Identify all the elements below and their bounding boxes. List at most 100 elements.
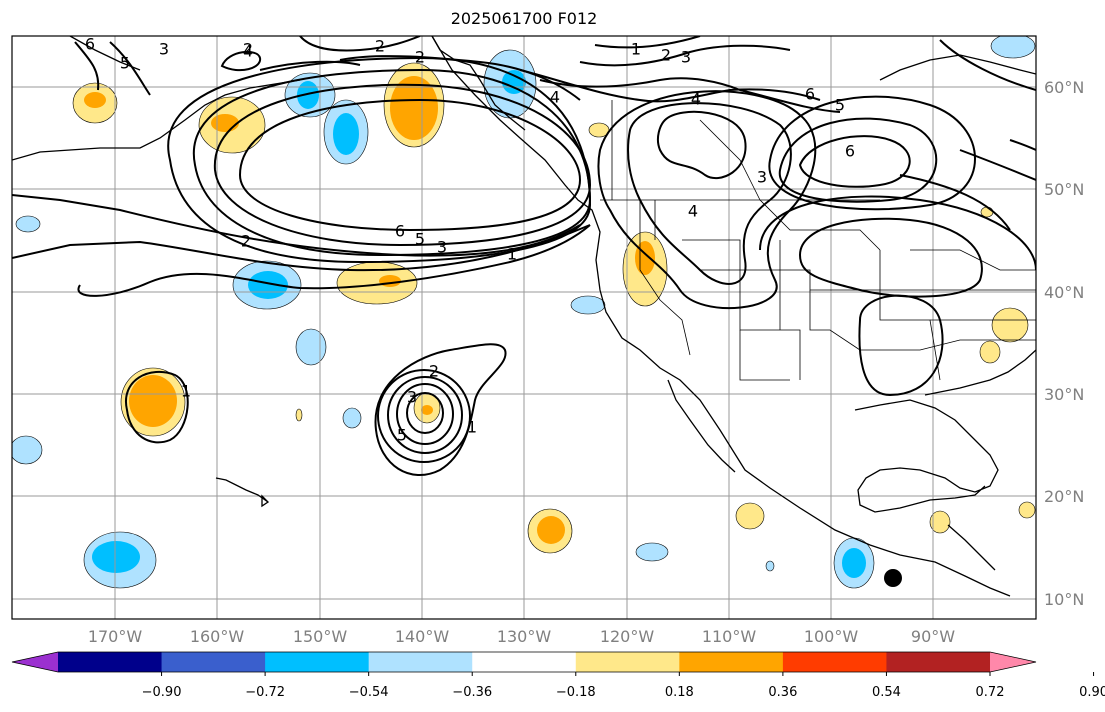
negative-anomaly xyxy=(570,295,606,315)
contour-label: 2 xyxy=(661,46,671,65)
colorbar-segment xyxy=(782,652,887,672)
positive-anomaly-core xyxy=(421,405,433,415)
colorbar xyxy=(11,651,1037,673)
colorbar-segment xyxy=(575,652,680,672)
colorbar-segment xyxy=(886,652,991,672)
contour-label: 2 xyxy=(429,362,439,381)
colorbar-segment xyxy=(472,652,577,672)
positive-anomaly xyxy=(1018,501,1036,519)
contour-label: 1 xyxy=(467,418,477,437)
contour-label: 4 xyxy=(243,42,253,61)
positive-anomaly xyxy=(929,510,951,534)
negative-anomaly xyxy=(15,215,41,233)
colorbar-tick-label: −0.54 xyxy=(349,685,389,700)
contour-label: 2 xyxy=(243,40,253,59)
lon-label: 120°W xyxy=(600,627,655,646)
contour-label: 3 xyxy=(757,168,767,187)
contour-label: 6 xyxy=(395,222,405,241)
contour-label: 4 xyxy=(691,90,701,109)
location-marker xyxy=(884,569,902,587)
colorbar-tick-label: −0.90 xyxy=(142,685,182,700)
positive-anomaly xyxy=(979,340,1001,364)
lat-label: 20°N xyxy=(1044,487,1084,506)
colorbar-extend-min xyxy=(12,652,58,672)
colorbar-tick-label: −0.36 xyxy=(452,685,492,700)
negative-anomaly xyxy=(12,435,43,465)
negative-anomaly-core xyxy=(297,81,319,109)
colorbar-tick-label: −0.72 xyxy=(245,685,285,700)
contour-label: 5 xyxy=(415,230,425,249)
contour-label: 3 xyxy=(407,388,417,407)
positive-anomaly-core xyxy=(211,114,239,132)
contour-label: 6 xyxy=(85,35,95,54)
negative-anomaly xyxy=(990,36,1036,59)
lon-label: 130°W xyxy=(497,627,552,646)
colorbar-segment xyxy=(161,652,266,672)
colorbar-tick-label: 0.54 xyxy=(872,685,901,700)
contour-label: 3 xyxy=(159,40,169,59)
colorbar-outline xyxy=(11,651,1037,673)
contour-label: 3 xyxy=(681,48,691,67)
contour-label: 5 xyxy=(120,54,130,73)
colorbar-segment xyxy=(679,652,784,672)
colorbar-segment xyxy=(265,652,370,672)
negative-anomaly-core xyxy=(842,548,866,578)
contour-labels: 2 3 4 5 6 1 2 3 4 5 6 2 6 5 3 1 4 3 2 2 … xyxy=(85,35,855,445)
colorbar-tick-label: −0.18 xyxy=(556,685,596,700)
positive-anomaly xyxy=(735,502,765,530)
contour-label: 5 xyxy=(835,96,845,115)
contour-label: 1 xyxy=(507,245,517,264)
contour-label: 6 xyxy=(845,142,855,161)
positive-anomaly-core xyxy=(129,375,177,427)
colorbar-tick-label: 0.36 xyxy=(768,685,797,700)
map-frame xyxy=(11,35,1037,620)
negative-anomaly-core xyxy=(333,113,359,155)
contour-label: 4 xyxy=(688,202,698,221)
colorbar-segment xyxy=(58,652,163,672)
colorbar-tick-label: 0.72 xyxy=(976,685,1005,700)
latitude-labels: 60°N 50°N 40°N 30°N 20°N 10°N xyxy=(1044,78,1084,609)
negative-anomaly xyxy=(635,542,669,562)
colorbar-segment xyxy=(368,652,473,672)
lon-label: 160°W xyxy=(190,627,245,646)
lon-label: 150°W xyxy=(293,627,348,646)
contour-label: 1 xyxy=(181,382,191,401)
lat-label: 30°N xyxy=(1044,385,1084,404)
negative-anomaly xyxy=(342,407,362,429)
contour-label: 4 xyxy=(550,88,560,107)
lon-label: 170°W xyxy=(88,627,143,646)
lat-label: 10°N xyxy=(1044,590,1084,609)
negative-anomaly-core xyxy=(502,70,526,94)
negative-anomaly xyxy=(765,560,775,572)
contour-label: 6 xyxy=(805,85,815,104)
longitude-labels: 170°W 160°W 150°W 140°W 130°W 120°W 110°… xyxy=(88,627,955,646)
positive-anomaly xyxy=(295,408,303,422)
lon-label: 90°W xyxy=(911,627,955,646)
negative-anomaly xyxy=(295,328,327,366)
lat-label: 50°N xyxy=(1044,180,1084,199)
negative-anomaly-core xyxy=(92,541,140,573)
colorbar-tick-label: 0.90 xyxy=(1079,685,1105,700)
contour-label: 2 xyxy=(375,37,385,56)
colorbar-ticks: −0.90 −0.72 −0.54 −0.36 −0.18 0.18 0.36 0.54 0.7… xyxy=(142,672,1105,700)
positive-anomaly-core xyxy=(537,516,565,544)
contour-label: 3 xyxy=(437,238,447,257)
contour-label: 2 xyxy=(415,48,425,67)
colorbar-extend-max xyxy=(990,652,1036,672)
positive-anomaly-core xyxy=(379,275,401,287)
positive-anomaly xyxy=(991,307,1029,343)
contour-label: 2 xyxy=(241,232,251,251)
lon-label: 100°W xyxy=(804,627,859,646)
contour-lines xyxy=(12,36,1036,476)
contour-label: 1 xyxy=(631,40,641,59)
contour-label: 5 xyxy=(397,426,407,445)
lon-label: 110°W xyxy=(702,627,757,646)
shaded-anomalies xyxy=(12,36,1036,589)
lon-label: 140°W xyxy=(395,627,450,646)
positive-anomaly-core xyxy=(84,92,106,108)
positive-anomaly-core xyxy=(390,76,438,140)
colorbar-tick-label: 0.18 xyxy=(665,685,694,700)
map-title: 2025061700 F012 xyxy=(450,9,598,28)
lat-label: 40°N xyxy=(1044,283,1084,302)
